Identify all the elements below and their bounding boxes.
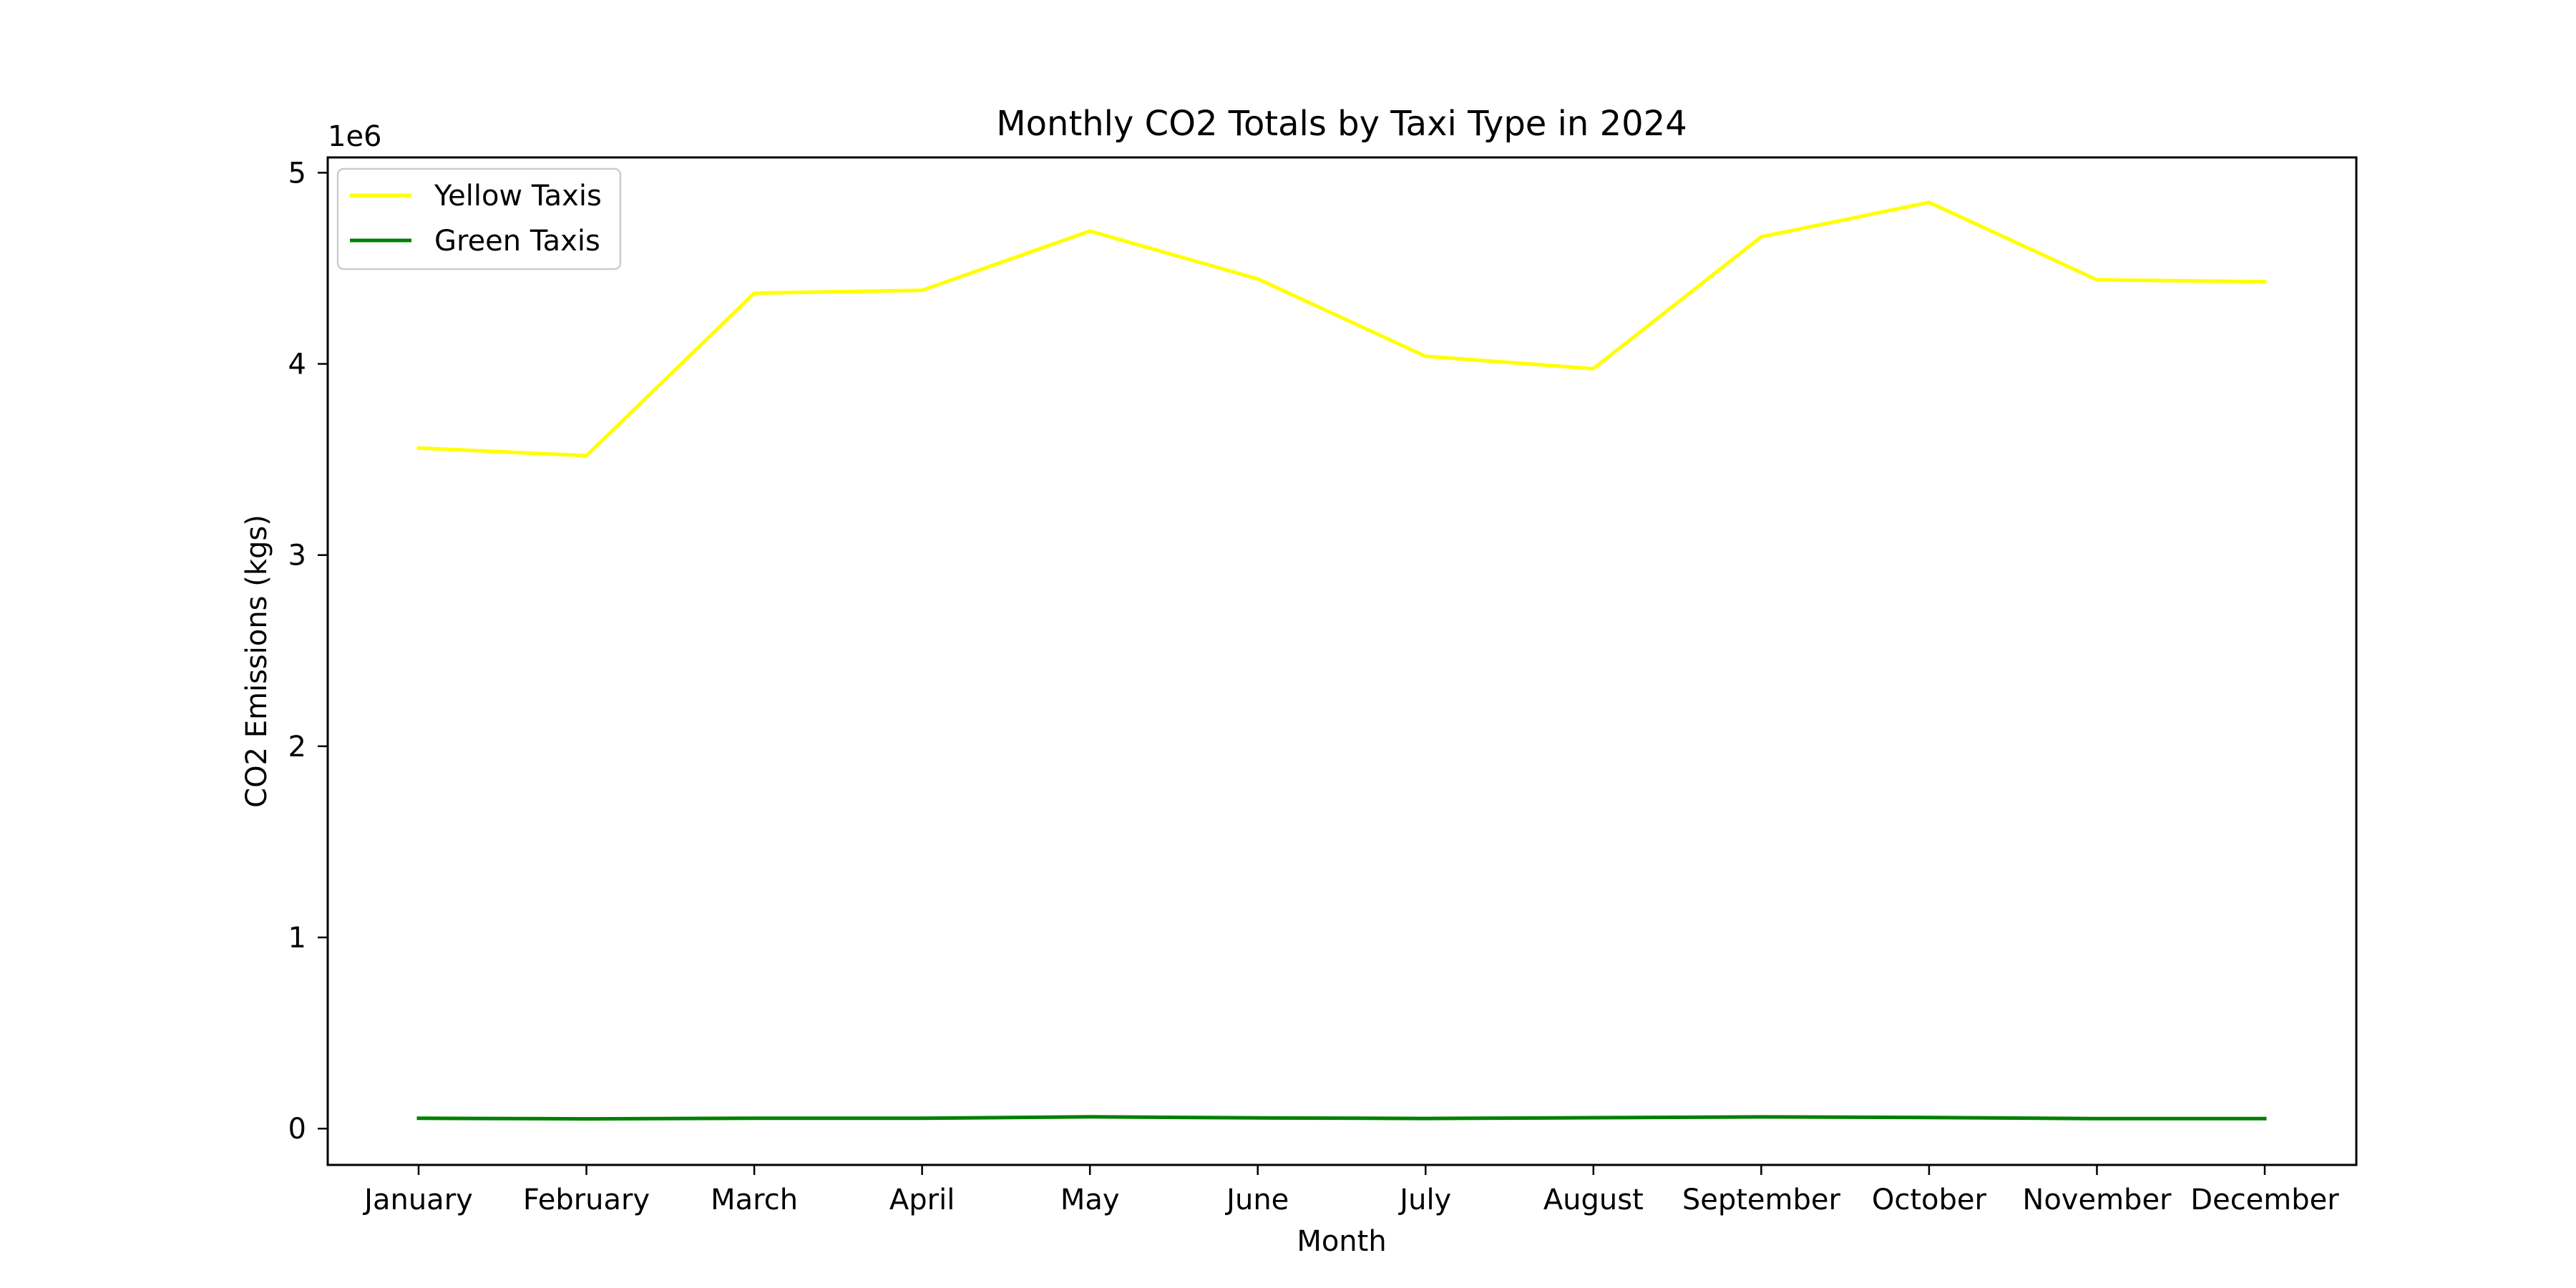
chart-title: Monthly CO2 Totals by Taxi Type in 2024 [996,104,1687,144]
x-tick-label: March [711,1184,798,1216]
x-tick-label: July [1397,1184,1451,1216]
x-tick-label: May [1060,1184,1120,1216]
y-tick-label: 4 [288,348,306,381]
y-tick-label: 5 [288,157,306,190]
y-tick-label: 0 [288,1113,306,1146]
x-axis-label: Month [1297,1225,1386,1258]
y-axis: 0 1 2 3 4 5 [288,157,328,1146]
y-tick-label: 1 [288,922,306,955]
x-tick-label: August [1543,1184,1644,1216]
y-axis-label: CO2 Emissions (kgs) [240,514,273,808]
x-tick-label: June [1224,1184,1289,1216]
x-tick-label: April [889,1184,955,1216]
series-layer [416,200,2267,1121]
plot-frame [326,156,2358,1166]
legend-label: Yellow Taxis [434,180,602,213]
series-line-yellow-taxis [416,200,2267,458]
x-tick-label: February [523,1184,650,1216]
x-tick-label: December [2190,1184,2339,1216]
x-tick-label: October [1872,1184,1987,1216]
y-offset-label: 1e6 [328,120,382,153]
legend-label: Green Taxis [434,225,600,258]
series-line-green-taxis [416,1115,2267,1121]
y-tick-label: 2 [288,731,306,763]
x-tick-label: September [1682,1184,1841,1216]
x-tick-label: January [362,1184,473,1216]
legend: Yellow Taxis Green Taxis [336,167,622,270]
y-tick-label: 3 [288,540,306,572]
x-axis: January February March April May June July Augu… [362,1165,2339,1216]
x-tick-label: November [2022,1184,2172,1216]
